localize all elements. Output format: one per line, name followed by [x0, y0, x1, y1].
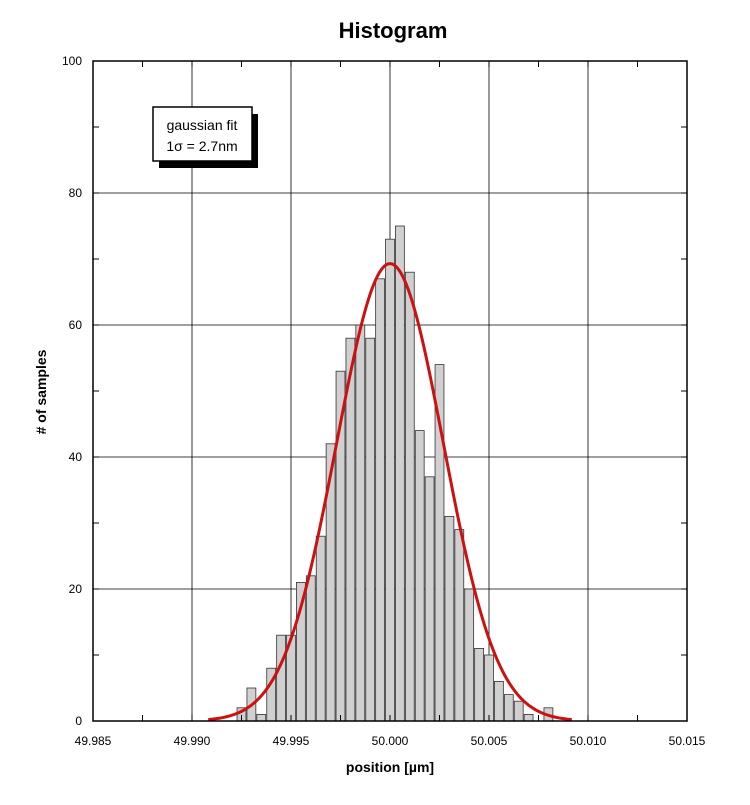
y-axis-label: # of samples: [33, 349, 49, 434]
x-tick-label: 50.015: [669, 734, 706, 748]
x-tick-label: 50.005: [471, 734, 508, 748]
x-tick-label: 50.000: [372, 734, 409, 748]
x-tick-labels: 49.985 49.990 49.995 50.000 50.005 50.010 50.0…: [75, 734, 706, 748]
histogram-bars: [236, 225, 554, 722]
gaussian-fit-curve: [208, 262, 572, 722]
histogram-bar: [365, 337, 376, 722]
histogram-bar: [513, 700, 524, 722]
legend-line-1: gaussian fit: [167, 117, 238, 133]
y-tick-label: 80: [69, 186, 83, 200]
y-tick-label: 0: [75, 714, 82, 728]
histogram-bar: [523, 714, 534, 722]
histogram-bar: [424, 476, 435, 722]
histogram-bar: [484, 654, 494, 722]
histogram-bar: [404, 271, 415, 722]
legend-line-2: 1σ = 2.7nm: [166, 138, 237, 154]
histogram-bar: [444, 516, 455, 722]
histogram-bar: [464, 588, 475, 722]
histogram-bar: [315, 535, 326, 722]
histogram-bar: [355, 324, 366, 722]
histogram-bar: [454, 529, 465, 722]
histogram-bar: [375, 278, 385, 722]
y-tick-labels: 0 20 40 60 80 100: [62, 54, 82, 728]
x-tick-label: 50.010: [570, 734, 607, 748]
histogram-bar: [385, 238, 395, 722]
x-axis-label: position [µm]: [346, 759, 434, 775]
y-tick-label: 100: [62, 54, 82, 68]
histogram-bar: [305, 575, 316, 722]
y-tick-label: 60: [69, 318, 83, 332]
legend-box: gaussian fit 1σ = 2.7nm: [152, 106, 258, 168]
histogram-bar: [494, 681, 504, 722]
x-tick-label: 49.995: [273, 734, 310, 748]
x-tick-label: 49.985: [75, 734, 112, 748]
histogram-bar: [503, 694, 514, 722]
x-tick-label: 49.990: [174, 734, 211, 748]
histogram-bar: [395, 225, 405, 722]
histogram-bar: [256, 714, 267, 722]
histogram-bar: [276, 634, 286, 722]
y-tick-label: 20: [69, 582, 83, 596]
axis-ticks: [92, 60, 688, 722]
legend-frame: [152, 106, 253, 162]
histogram-bar: [474, 648, 484, 722]
histogram-bar: [414, 430, 425, 722]
y-tick-label: 40: [69, 450, 83, 464]
chart-title: Histogram: [339, 18, 448, 43]
